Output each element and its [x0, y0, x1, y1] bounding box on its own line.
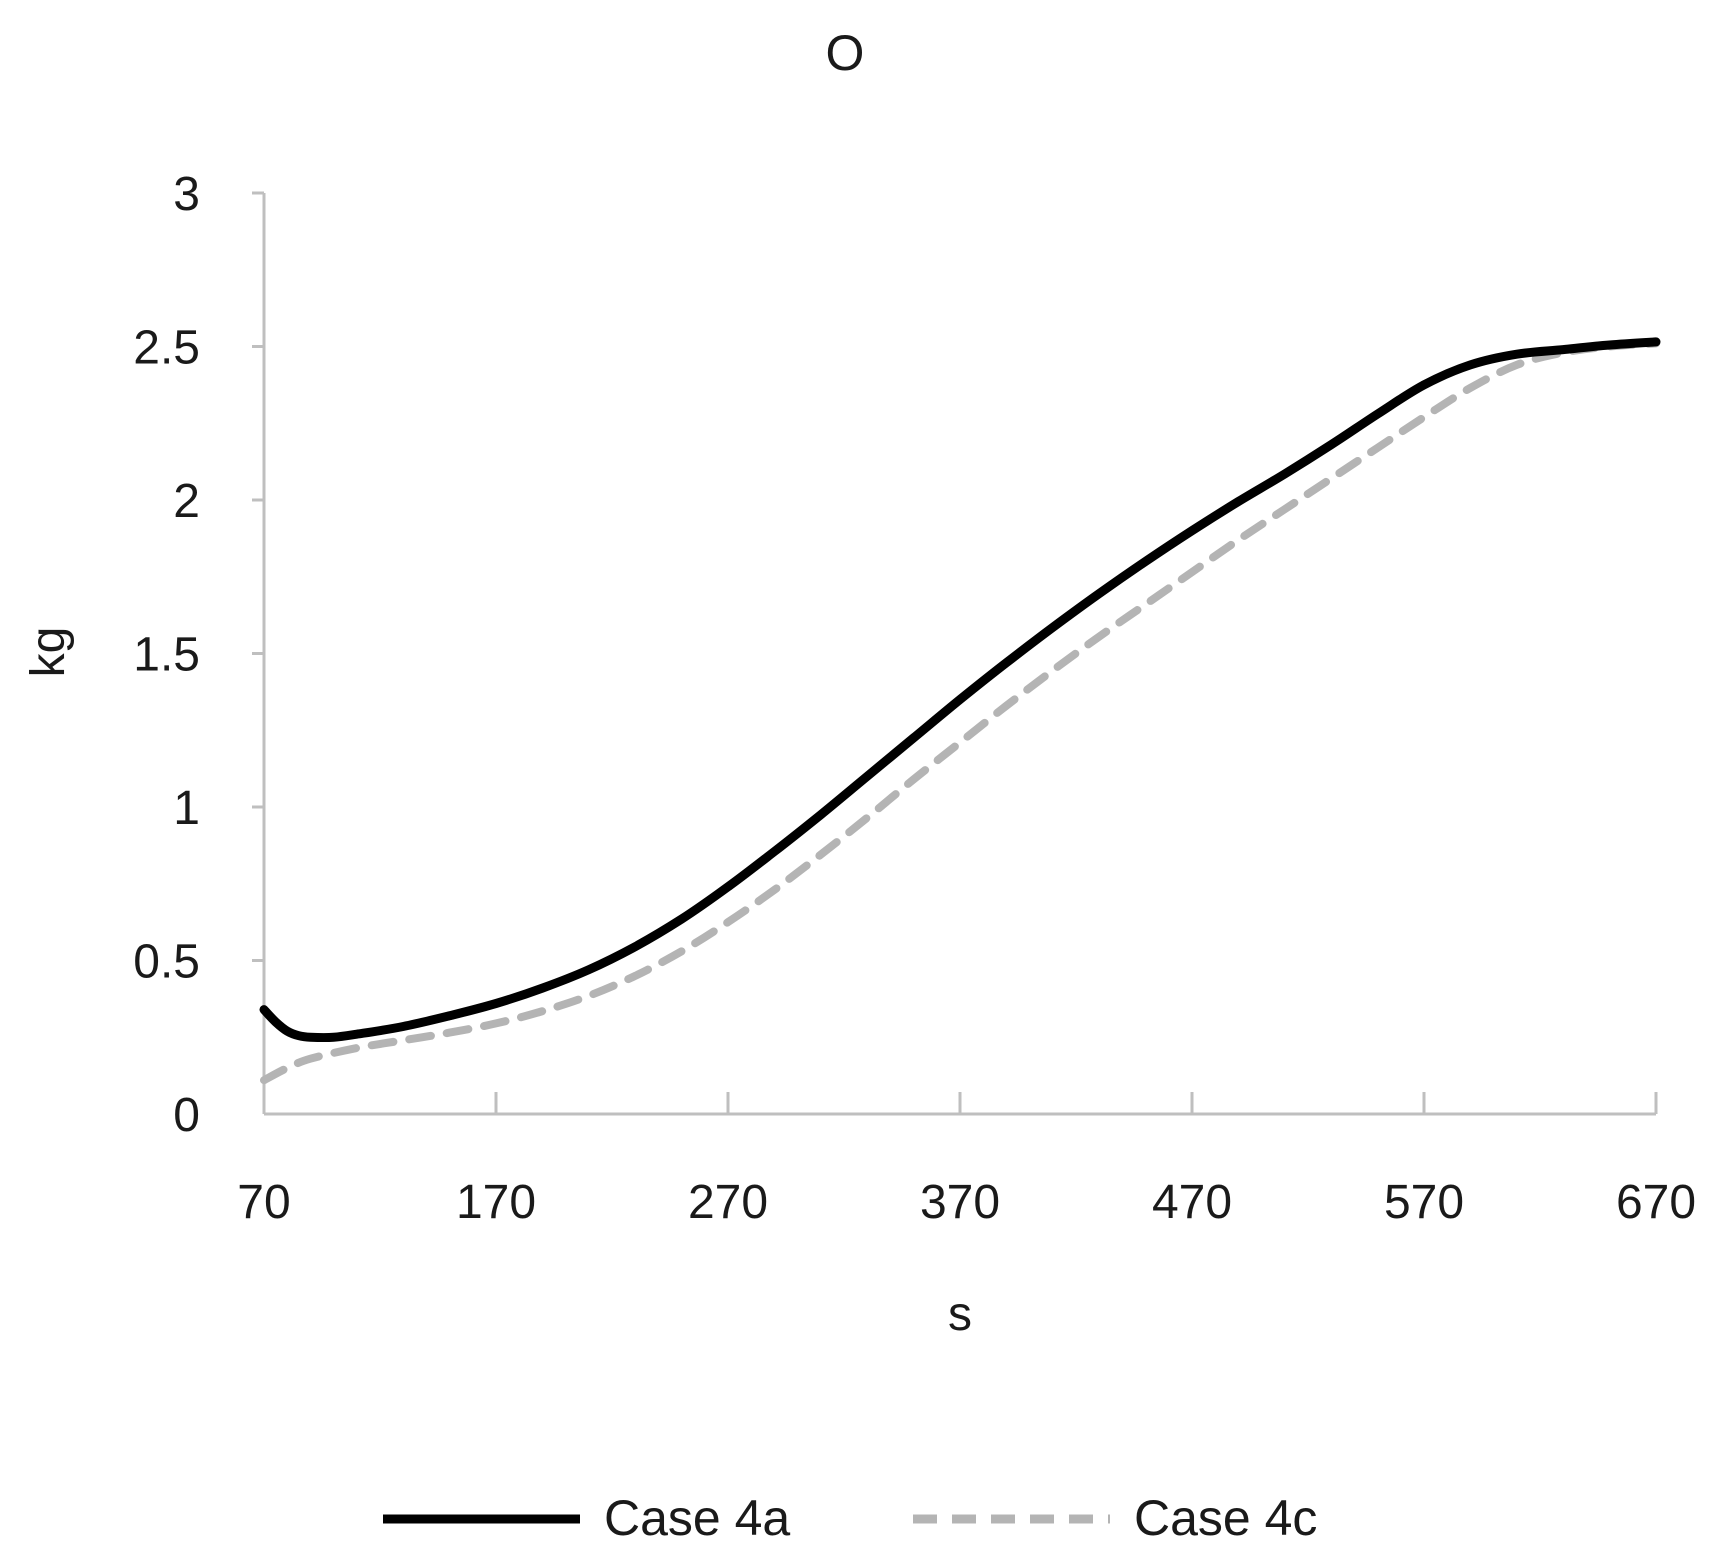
legend-label-case-4a: Case 4a	[604, 1490, 790, 1546]
x-tick-label: 270	[688, 1176, 768, 1229]
series-line-case-4a	[259, 337, 1661, 1043]
y-tick-label: 0.5	[133, 936, 200, 989]
y-tick-label: 2	[173, 475, 200, 528]
legend-label-case-4c: Case 4c	[1134, 1490, 1317, 1546]
y-tick-label: 2.5	[133, 322, 200, 375]
x-tick-label: 570	[1384, 1176, 1464, 1229]
y-tick-label: 3	[173, 168, 200, 221]
x-tick-label: 470	[1152, 1176, 1232, 1229]
y-axis-ticks: 0 0.5 1 1.5 2 2.5 3	[133, 168, 264, 1142]
legend-item-case-4a: Case 4a	[383, 1490, 790, 1546]
x-tick-label: 70	[237, 1176, 290, 1229]
x-axis-label: s	[948, 1288, 972, 1341]
x-axis-ticks: 70 170 270 370 470 570 670	[237, 1092, 1696, 1229]
series-layer	[259, 337, 1661, 1085]
x-tick-label: 370	[920, 1176, 1000, 1229]
chart-title: O	[826, 25, 865, 81]
legend-item-case-4c: Case 4c	[913, 1490, 1317, 1546]
series-line-case-4c	[260, 339, 1660, 1085]
y-tick-label: 1.5	[133, 629, 200, 682]
legend: Case 4a Case 4c	[383, 1490, 1317, 1546]
y-tick-label: 1	[173, 782, 200, 835]
x-tick-label: 670	[1616, 1176, 1696, 1229]
x-tick-label: 170	[456, 1176, 536, 1229]
y-tick-label: 0	[173, 1089, 200, 1142]
y-axis-label: kg	[22, 627, 75, 678]
